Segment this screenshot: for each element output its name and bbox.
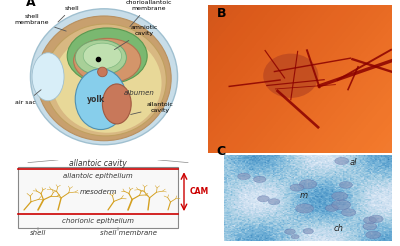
Text: ch: ch	[333, 224, 343, 233]
Circle shape	[268, 199, 280, 205]
Text: amniotic
cavity: amniotic cavity	[114, 25, 158, 50]
FancyBboxPatch shape	[18, 167, 178, 228]
Ellipse shape	[83, 43, 122, 69]
Circle shape	[258, 196, 269, 202]
Text: A: A	[26, 0, 35, 9]
Text: allantoic cavity: allantoic cavity	[69, 159, 127, 169]
Text: C: C	[216, 145, 225, 158]
Text: air sac: air sac	[15, 90, 41, 105]
Ellipse shape	[37, 16, 171, 141]
Text: m: m	[300, 191, 308, 200]
Circle shape	[303, 229, 313, 234]
Text: shell membrane: shell membrane	[100, 230, 156, 236]
Ellipse shape	[53, 33, 162, 133]
Circle shape	[299, 180, 317, 189]
Text: shell
membrane: shell membrane	[15, 14, 66, 31]
Ellipse shape	[74, 38, 141, 83]
Circle shape	[342, 209, 356, 216]
Text: albumen: albumen	[124, 90, 155, 96]
Circle shape	[291, 235, 299, 239]
Circle shape	[364, 217, 376, 224]
Circle shape	[285, 229, 295, 234]
Ellipse shape	[32, 53, 64, 101]
Text: allantoic epithelium: allantoic epithelium	[63, 173, 133, 179]
Circle shape	[296, 204, 314, 213]
Circle shape	[290, 184, 304, 191]
Text: mesoderm: mesoderm	[79, 189, 117, 195]
Circle shape	[335, 157, 349, 165]
Circle shape	[339, 182, 352, 188]
Circle shape	[238, 173, 250, 180]
Ellipse shape	[75, 40, 126, 75]
Circle shape	[366, 231, 380, 239]
Ellipse shape	[98, 67, 107, 77]
Text: shell: shell	[30, 230, 46, 236]
Circle shape	[325, 205, 338, 211]
Text: shell: shell	[58, 6, 79, 22]
Text: al: al	[350, 158, 358, 167]
Ellipse shape	[67, 28, 147, 84]
Ellipse shape	[30, 9, 178, 145]
Ellipse shape	[45, 24, 166, 136]
Circle shape	[332, 192, 348, 200]
Text: chorioallantoic
membrane: chorioallantoic membrane	[126, 0, 172, 27]
Circle shape	[332, 200, 351, 210]
Text: allantoic
cavity: allantoic cavity	[131, 102, 174, 114]
Text: CAM: CAM	[190, 187, 209, 196]
Circle shape	[363, 223, 377, 230]
Ellipse shape	[102, 84, 131, 124]
Text: chorionic epithelium: chorionic epithelium	[62, 218, 134, 224]
Text: B: B	[217, 7, 227, 20]
Circle shape	[263, 54, 318, 98]
Text: yolk: yolk	[87, 95, 105, 104]
Circle shape	[369, 215, 383, 223]
Ellipse shape	[75, 69, 126, 129]
Circle shape	[254, 176, 266, 183]
